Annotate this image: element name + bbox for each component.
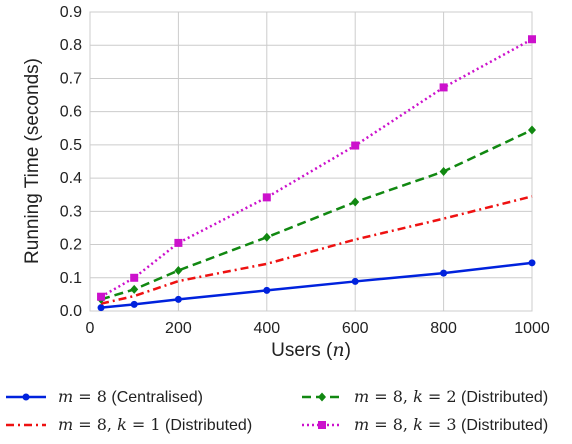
y-tick-label: 0.7: [60, 70, 82, 87]
x-tick-label: 200: [165, 320, 192, 337]
data-point: [130, 300, 138, 308]
x-tick-label: 400: [253, 320, 280, 337]
data-point: [439, 83, 448, 92]
series-3: [97, 35, 536, 301]
y-tick-label: 0.1: [60, 270, 82, 287]
legend-marker: [318, 392, 326, 402]
data-point: [528, 259, 536, 267]
legend-marker: [22, 393, 30, 401]
legend-label: m = 8, k = 1 (Distributed): [58, 415, 252, 434]
x-axis-label: Users (n): [271, 339, 351, 361]
data-point: [130, 273, 139, 282]
data-point: [440, 269, 448, 277]
legend-label: m = 8, k = 2 (Distributed): [354, 387, 548, 406]
data-point: [262, 232, 271, 242]
data-point: [263, 286, 271, 294]
y-tick-label: 0.5: [60, 137, 82, 154]
y-tick-label: 0.8: [60, 37, 82, 54]
y-tick-label: 0.3: [60, 203, 82, 220]
data-point: [528, 35, 536, 44]
data-point: [97, 304, 105, 312]
x-tick-label: 600: [342, 320, 369, 337]
legend-label: m = 8 (Centralised): [58, 387, 203, 406]
y-ticks: 0.0 0.1 0.2 0.3 0.4 0.5 0.6 0.7 0.8 0.9: [60, 4, 82, 320]
y-tick-label: 0.9: [60, 4, 82, 21]
legend-item-0: m = 8 (Centralised): [6, 387, 203, 406]
legend-marker: [318, 421, 326, 429]
x-ticks: 0 200 400 600 800 1000: [86, 320, 550, 337]
data-point: [174, 295, 182, 303]
plot-area: [89, 11, 533, 312]
grid: [89, 11, 533, 312]
x-tick-label: 0: [86, 320, 95, 337]
y-tick-label: 0.6: [60, 104, 82, 121]
legend: m = 8 (Centralised) m = 8, k = 1 (Distrib…: [6, 387, 548, 434]
data-point: [97, 292, 106, 301]
x-tick-label: 1000: [514, 320, 550, 337]
data-point: [528, 125, 536, 135]
data-point: [174, 238, 183, 247]
data-point: [351, 277, 359, 285]
data-point: [439, 166, 448, 176]
legend-label: m = 8, k = 3 (Distributed): [354, 415, 548, 434]
series-layer: [97, 35, 536, 312]
data-point: [351, 141, 360, 150]
data-point: [351, 197, 360, 207]
y-tick-label: 0.4: [60, 170, 82, 187]
legend-item-1: m = 8, k = 1 (Distributed): [6, 415, 252, 434]
data-point: [174, 265, 183, 275]
legend-item-2: m = 8, k = 2 (Distributed): [302, 387, 548, 406]
x-tick-label: 800: [430, 320, 457, 337]
series-0: [97, 259, 536, 312]
data-point: [130, 284, 139, 294]
y-axis-label: Running Time (seconds): [22, 58, 43, 264]
y-tick-label: 0.0: [60, 303, 82, 320]
legend-item-3: m = 8, k = 3 (Distributed): [302, 415, 548, 434]
y-tick-label: 0.2: [60, 237, 82, 254]
data-point: [262, 193, 271, 202]
